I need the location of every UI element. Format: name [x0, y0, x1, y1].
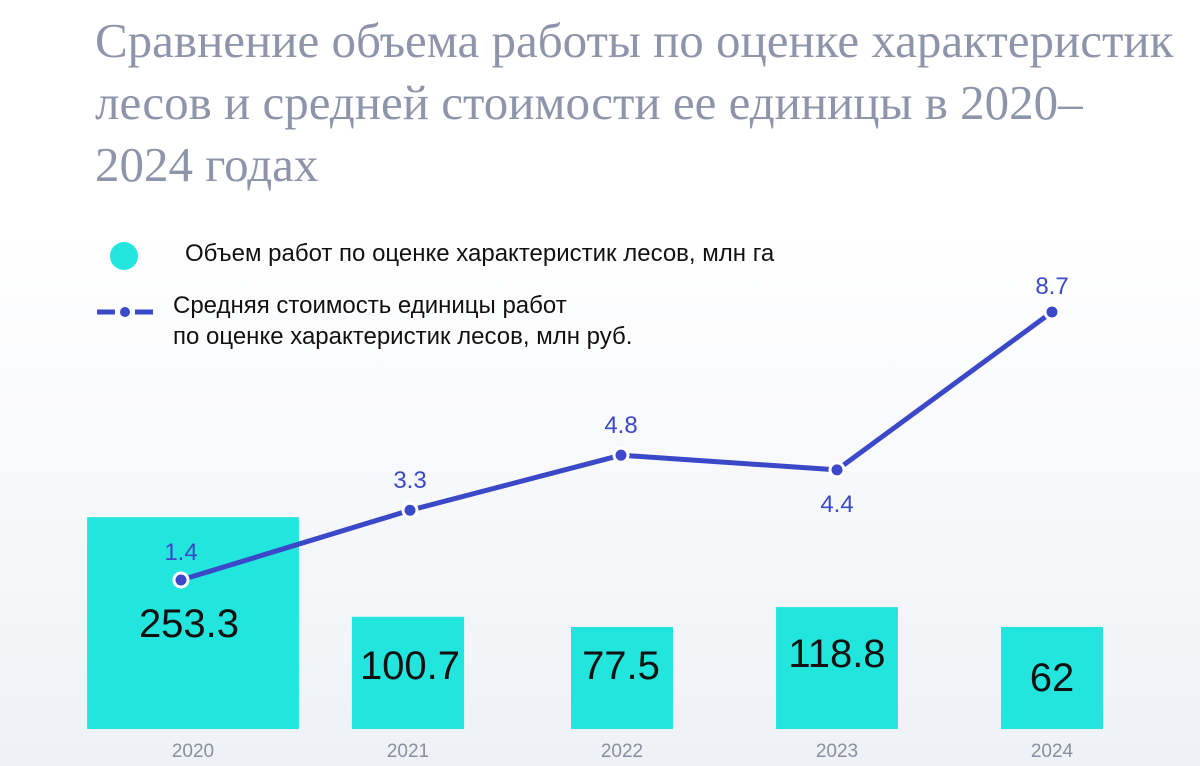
x-tick-label-2022: 2022: [601, 741, 643, 762]
line-value-label-2024: 8.7: [1035, 273, 1068, 300]
legend-bar-label: Объем работ по оценке характеристик лесо…: [185, 240, 775, 267]
bar-value-label-2024: 62: [1030, 656, 1075, 700]
bar-value-label-2021: 100.7: [360, 644, 460, 688]
line-value-label-2020: 1.4: [164, 539, 197, 566]
bar-2022: [571, 627, 673, 729]
legend-line-label-2: по оценке характеристик лесов, млн руб.: [173, 323, 633, 350]
bar-2023: [776, 607, 898, 729]
legend-bar-swatch: [110, 242, 138, 270]
bar-2021: [351, 616, 465, 729]
line-value-label-2022: 4.8: [604, 412, 637, 439]
legend-line-swatch: [97, 307, 153, 317]
line-point-2023: [828, 461, 846, 479]
line-value-label-2021: 3.3: [393, 467, 426, 494]
bar-value-label-2023: 118.8: [788, 632, 885, 676]
line-point-2024: [1043, 303, 1061, 321]
legend-item-bars: Объем работ по оценке характеристик лесо…: [95, 238, 774, 270]
x-tick-label-2023: 2023: [816, 741, 858, 762]
bar-2024: [1001, 627, 1103, 729]
x-tick-label-2024: 2024: [1031, 741, 1074, 762]
bar-value-label-2022: 77.5: [582, 644, 660, 688]
legend-line-label-1: Средняя стоимость единицы работ: [173, 292, 567, 319]
x-tick-label-2020: 2020: [172, 741, 214, 762]
line-point-2022: [612, 446, 630, 464]
chart-title: Сравнение объема работы по оценке характ…: [95, 13, 1174, 192]
x-tick-label-2021: 2021: [387, 741, 429, 762]
line-value-label-2023: 4.4: [820, 491, 853, 518]
line-series: [180, 309, 1054, 583]
bar-value-label-2020: 253.3: [139, 602, 239, 646]
line-point-2021: [401, 501, 419, 519]
line-point-2020: [172, 571, 190, 589]
legend-item-line: Средняя стоимость единицы работ по оценк…: [95, 290, 632, 352]
